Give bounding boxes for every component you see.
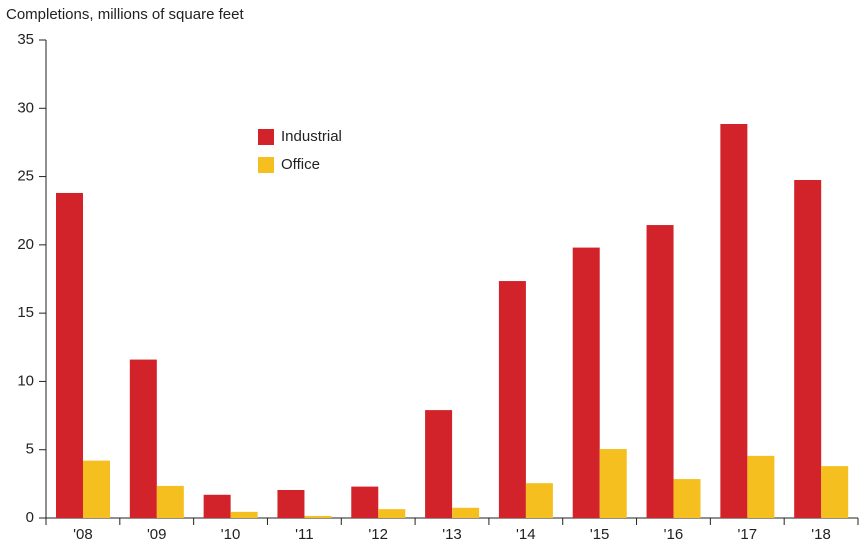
y-tick-label: 35 bbox=[17, 31, 34, 48]
x-tick-label: '18 bbox=[811, 526, 831, 543]
x-tick-label: '16 bbox=[664, 526, 684, 543]
y-tick-label: 25 bbox=[17, 168, 34, 185]
bar bbox=[747, 455, 775, 518]
bar bbox=[525, 483, 553, 518]
y-tick-label: 20 bbox=[17, 236, 34, 253]
chart-title: Completions, millions of square feet bbox=[6, 6, 244, 23]
bar bbox=[83, 460, 110, 518]
legend-swatch bbox=[258, 157, 274, 173]
x-tick-label: '10 bbox=[221, 526, 241, 543]
bar bbox=[56, 192, 83, 518]
legend-label: Office bbox=[281, 156, 320, 173]
bar bbox=[498, 281, 526, 518]
x-tick-label: '11 bbox=[295, 526, 313, 543]
bar bbox=[572, 247, 600, 519]
bar bbox=[304, 515, 332, 518]
bar bbox=[646, 225, 674, 518]
bar bbox=[673, 479, 701, 518]
x-tick-label: '17 bbox=[737, 526, 757, 543]
y-tick-label: 0 bbox=[26, 509, 34, 526]
y-tick-label: 30 bbox=[17, 99, 34, 116]
x-tick-label: '15 bbox=[590, 526, 610, 543]
bar bbox=[794, 179, 822, 518]
bar bbox=[230, 511, 258, 518]
x-tick-label: '08 bbox=[73, 526, 93, 543]
bar bbox=[452, 507, 480, 518]
bar bbox=[156, 485, 184, 518]
bar bbox=[821, 466, 849, 518]
legend-swatch bbox=[258, 129, 274, 145]
x-tick-label: '12 bbox=[368, 526, 388, 543]
bar bbox=[720, 123, 748, 519]
bar bbox=[425, 410, 453, 518]
bar bbox=[129, 359, 157, 518]
x-tick-label: '14 bbox=[516, 526, 536, 543]
bar bbox=[599, 449, 627, 518]
legend-label: Industrial bbox=[281, 128, 342, 145]
bar bbox=[378, 509, 406, 518]
bar bbox=[277, 490, 305, 518]
bar bbox=[203, 494, 231, 518]
x-tick-label: '13 bbox=[442, 526, 462, 543]
y-tick-label: 5 bbox=[26, 441, 34, 458]
y-tick-label: 15 bbox=[17, 304, 34, 321]
bar bbox=[351, 486, 379, 518]
y-tick-label: 10 bbox=[17, 372, 34, 389]
x-tick-label: '09 bbox=[147, 526, 167, 543]
